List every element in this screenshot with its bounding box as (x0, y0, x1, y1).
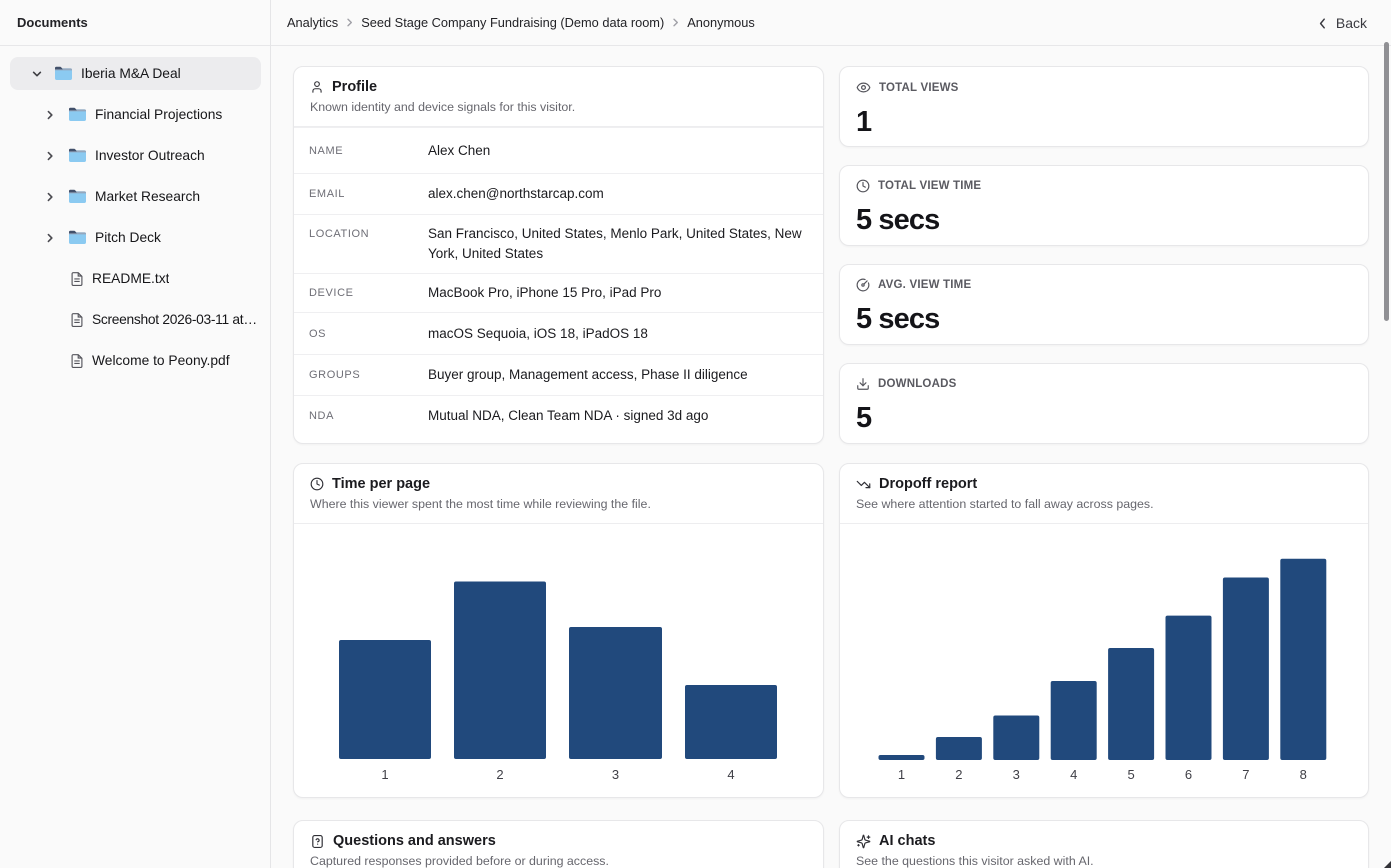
svg-text:5: 5 (1127, 767, 1134, 782)
svg-text:4: 4 (1070, 767, 1077, 782)
svg-text:3: 3 (1013, 767, 1020, 782)
svg-text:2: 2 (496, 767, 503, 782)
svg-text:4: 4 (727, 767, 734, 782)
svg-text:3: 3 (612, 767, 619, 782)
svg-text:8: 8 (1300, 767, 1307, 782)
svg-text:7: 7 (1242, 767, 1249, 782)
svg-text:2: 2 (955, 767, 962, 782)
svg-text:1: 1 (381, 767, 388, 782)
svg-text:6: 6 (1185, 767, 1192, 782)
svg-text:1: 1 (898, 767, 905, 782)
